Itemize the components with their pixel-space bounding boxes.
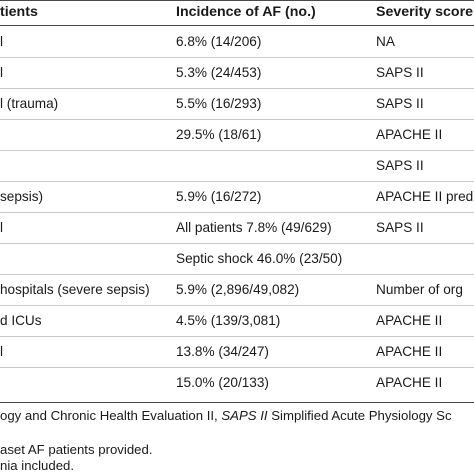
table-cell-severity: SAPS II [376, 96, 424, 111]
table-cell-study: l [0, 220, 4, 235]
header-bottom-rule [0, 25, 474, 26]
table-cell-incidence: 4.5% (139/3,081) [176, 313, 281, 328]
table-cell-incidence: 15.0% (20/133) [176, 375, 269, 390]
row-divider [0, 181, 474, 182]
table-cell-incidence: 5.5% (16/293) [176, 96, 262, 111]
table-cell-severity: NA [376, 34, 395, 49]
row-divider [0, 336, 474, 337]
row-divider [0, 119, 474, 120]
header-top-rule [0, 0, 474, 1]
table-cell-severity: Number of org [376, 282, 463, 297]
table-cell-study: sepsis) [0, 189, 44, 204]
table-cell-study: l (trauma) [0, 96, 59, 111]
table-cell-severity: APACHE II pred [376, 189, 474, 204]
row-divider [0, 88, 474, 89]
row-divider [0, 367, 474, 368]
abbrev-text-2: Simplified Acute Physiology Sc [267, 408, 452, 423]
table-cell-incidence: 5.9% (2,896/49,082) [176, 282, 300, 297]
abbreviations-footnote: ogy and Chronic Health Evaluation II, SA… [0, 408, 452, 424]
row-divider [0, 243, 474, 244]
table-cell-study: l [0, 65, 4, 80]
table-cell-severity: APACHE II [376, 375, 443, 390]
table-cell-incidence: 13.8% (34/247) [176, 344, 269, 359]
abbrev-italic: SAPS II [221, 408, 268, 423]
table-cell-study: l [0, 344, 4, 359]
table-cell-incidence: All patients 7.8% (49/629) [176, 220, 332, 235]
table-cell-severity: SAPS II [376, 65, 424, 80]
column-header-severity: Severity score [376, 4, 474, 20]
abbrev-text-1: ogy and Chronic Health Evaluation II, [0, 408, 222, 423]
row-divider [0, 150, 474, 151]
table-cell-study: d ICUs [0, 313, 42, 328]
table-cell-incidence: 5.9% (16/272) [176, 189, 262, 204]
table-cell-severity: APACHE II [376, 127, 443, 142]
footnote-b: nia included. [0, 458, 75, 473]
row-divider [0, 305, 474, 306]
table-cell-incidence: 5.3% (24/453) [176, 65, 262, 80]
row-divider [0, 212, 474, 213]
row-divider [0, 274, 474, 275]
table-cell-study: hospitals (severe sepsis) [0, 282, 150, 297]
table-cell-severity: APACHE II [376, 344, 443, 359]
table-cell-severity: SAPS II [376, 158, 424, 173]
table-cell-study: l [0, 34, 4, 49]
column-header-patients: tients [0, 4, 38, 20]
row-divider [0, 57, 474, 58]
table-cell-incidence: Septic shock 46.0% (23/50) [176, 251, 343, 266]
table-cell-incidence: 29.5% (18/61) [176, 127, 262, 142]
table-cell-severity: SAPS II [376, 220, 424, 235]
table-cell-incidence: 6.8% (14/206) [176, 34, 262, 49]
table-cell-severity: APACHE II [376, 313, 443, 328]
footnote-a: aset AF patients provided. [0, 442, 153, 457]
column-header-incidence: Incidence of AF (no.) [176, 4, 316, 20]
table-bottom-rule [0, 402, 474, 403]
